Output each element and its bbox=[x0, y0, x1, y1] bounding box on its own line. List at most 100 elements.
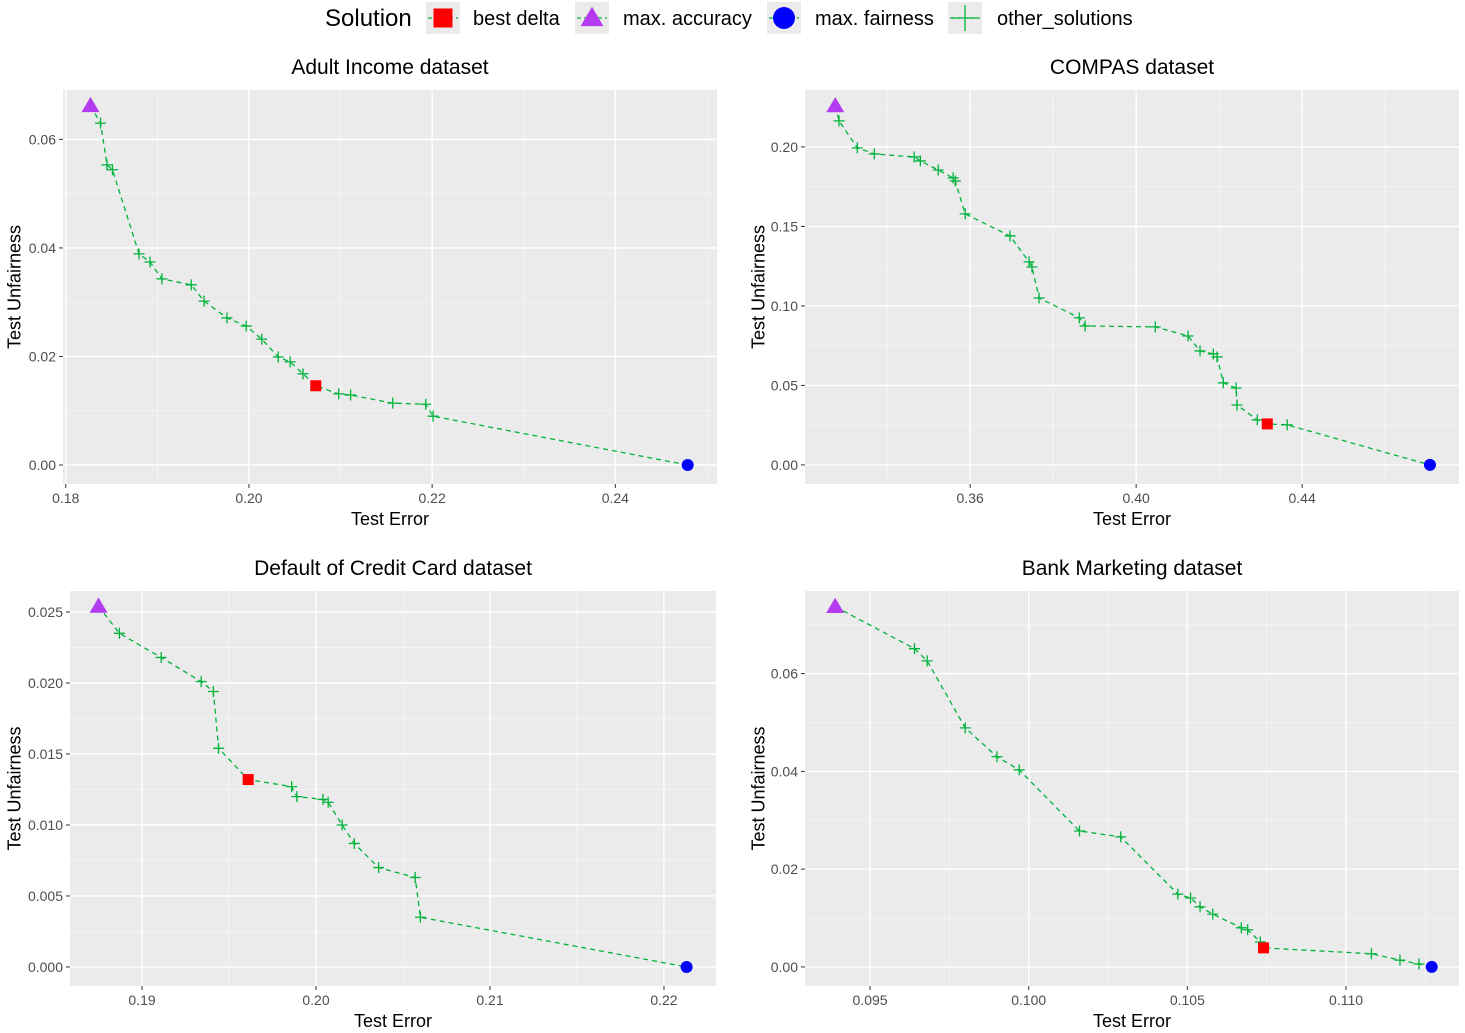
other-solution-point bbox=[921, 655, 933, 667]
other-solution-point bbox=[1182, 330, 1194, 342]
plot-background bbox=[805, 591, 1459, 986]
other-solution-point bbox=[387, 397, 399, 409]
legend-label: max. accuracy bbox=[623, 8, 752, 30]
pareto-front-line bbox=[834, 606, 1432, 968]
y-tick-label: 0.04 bbox=[29, 240, 56, 256]
other-solution-point bbox=[198, 295, 210, 307]
best-delta-point bbox=[310, 380, 322, 392]
y-axis-label: Test Unfairness bbox=[4, 225, 24, 349]
best-delta-point bbox=[1261, 418, 1273, 430]
other-solution-point bbox=[286, 781, 298, 793]
other-solution-point bbox=[101, 159, 113, 171]
other-solution-point bbox=[427, 410, 439, 422]
y-tick-label: 0.025 bbox=[28, 604, 63, 620]
other-solution-point bbox=[409, 872, 421, 884]
other-solution-point bbox=[1211, 351, 1223, 363]
panel-title: Default of Credit Card dataset bbox=[254, 557, 532, 580]
other-solution-point bbox=[185, 279, 197, 291]
other-solution-point bbox=[1207, 908, 1219, 920]
other-solution-point bbox=[959, 208, 971, 220]
legend-label: best delta bbox=[473, 8, 561, 30]
y-tick-label: 0.000 bbox=[28, 959, 63, 975]
x-axis-label: Test Error bbox=[1093, 1011, 1171, 1028]
x-tick-label: 0.22 bbox=[419, 490, 446, 506]
other-solution-point bbox=[1073, 825, 1085, 837]
other-solution-point bbox=[959, 722, 971, 734]
other-solution-point bbox=[1194, 345, 1206, 357]
x-axis-label: Test Error bbox=[351, 509, 429, 529]
other-solution-point bbox=[1149, 321, 1161, 333]
y-tick-label: 0.00 bbox=[771, 959, 798, 975]
y-tick-label: 0.06 bbox=[29, 131, 56, 147]
panel-bank-marketing-dataset: Bank Marketing dataset 0.095 0.100 0.105 0.1… bbox=[748, 557, 1459, 1031]
other-solution-point bbox=[851, 142, 863, 154]
other-solution-point bbox=[908, 643, 920, 655]
x-tick-label: 0.095 bbox=[853, 992, 888, 1008]
other-solution-point bbox=[1073, 312, 1085, 324]
x-tick-label: 0.18 bbox=[52, 490, 79, 506]
x-tick-label: 0.100 bbox=[1011, 992, 1046, 1008]
square-icon bbox=[433, 8, 453, 28]
circle-icon bbox=[773, 7, 795, 29]
legend-item-max-accuracy: max. accuracy bbox=[575, 2, 752, 34]
other-solution-point bbox=[221, 312, 233, 324]
y-tick-label: 0.02 bbox=[771, 861, 798, 877]
other-solution-point bbox=[1194, 901, 1206, 913]
legend-title: Solution bbox=[325, 5, 412, 32]
y-tick-label: 0.005 bbox=[28, 888, 63, 904]
other-solution-point bbox=[1004, 230, 1016, 242]
y-tick-label: 0.010 bbox=[28, 817, 63, 833]
other-solution-point bbox=[914, 155, 926, 167]
legend-item-best-delta: best delta bbox=[426, 2, 561, 34]
x-tick-label: 0.22 bbox=[650, 992, 677, 1008]
y-axis-label: Test Unfairness bbox=[4, 726, 24, 850]
other-solution-point bbox=[1230, 382, 1242, 394]
other-solution-point bbox=[1394, 954, 1406, 966]
y-tick-label: 0.015 bbox=[28, 746, 63, 762]
other-solution-point bbox=[284, 356, 296, 368]
other-solution-point bbox=[155, 651, 167, 663]
other-solution-point bbox=[932, 164, 944, 176]
other-solution-point bbox=[1023, 256, 1035, 268]
other-solution-point bbox=[256, 333, 268, 345]
y-tick-label: 0.20 bbox=[771, 139, 798, 155]
x-tick-label: 0.40 bbox=[1123, 490, 1150, 506]
x-tick-label: 0.36 bbox=[957, 490, 984, 506]
y-tick-label: 0.00 bbox=[29, 457, 56, 473]
max-fairness-point bbox=[1423, 458, 1436, 471]
other-solution-point bbox=[207, 686, 219, 698]
panel-adult-income-dataset: Adult Income dataset 0.18 0.20 0.22 0.24 0.00… bbox=[4, 56, 717, 529]
y-tick-label: 0.04 bbox=[771, 763, 798, 779]
x-tick-label: 0.24 bbox=[602, 490, 629, 506]
max-accuracy-point bbox=[826, 597, 845, 614]
other-solution-point bbox=[333, 388, 345, 400]
y-tick-label: 0.15 bbox=[771, 218, 798, 234]
max-accuracy-point bbox=[89, 597, 108, 613]
panel-title: Bank Marketing dataset bbox=[1022, 557, 1243, 580]
best-delta-point bbox=[242, 774, 254, 786]
other-solution-point bbox=[1217, 377, 1229, 389]
other-solution-point bbox=[272, 351, 284, 363]
x-tick-label: 0.44 bbox=[1289, 490, 1316, 506]
legend-label: other_solutions bbox=[997, 8, 1133, 30]
other-solution-point bbox=[414, 911, 426, 923]
y-tick-label: 0.05 bbox=[771, 377, 798, 393]
y-tick-label: 0.00 bbox=[771, 457, 798, 473]
other-solution-point bbox=[213, 742, 225, 754]
max-fairness-point bbox=[1425, 960, 1438, 973]
legend-item-other-solutions: other_solutions bbox=[948, 2, 1133, 34]
x-axis-label: Test Error bbox=[1093, 509, 1171, 529]
x-tick-label: 0.21 bbox=[476, 992, 503, 1008]
max-fairness-point bbox=[680, 960, 693, 973]
other-solution-point bbox=[133, 248, 145, 260]
y-axis-label: Test Unfairness bbox=[748, 726, 768, 850]
other-solution-point bbox=[908, 151, 920, 163]
other-solution-point bbox=[1115, 831, 1127, 843]
x-tick-label: 0.105 bbox=[1170, 992, 1205, 1008]
other-solution-point bbox=[317, 793, 329, 805]
other-solution-point bbox=[322, 796, 334, 808]
other-solution-point bbox=[949, 175, 961, 187]
panel-default-of-credit-card-dataset: Default of Credit Card dataset 0.19 0.20 0.… bbox=[4, 557, 716, 1031]
other-solution-point bbox=[1281, 419, 1293, 431]
